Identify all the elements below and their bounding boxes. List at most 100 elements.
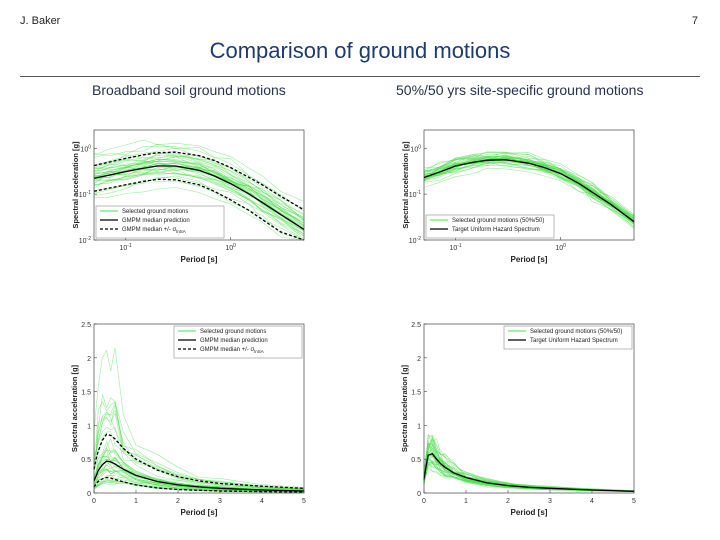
ground-motion-trace bbox=[93, 155, 305, 221]
ground-motion-trace bbox=[93, 165, 305, 230]
series-line-1 bbox=[423, 159, 635, 223]
ground-motion-trace bbox=[93, 400, 305, 489]
ground-motion-trace bbox=[93, 150, 305, 219]
y-tick-label: 10-1 bbox=[79, 190, 91, 199]
x-tick-label: 3 bbox=[218, 498, 222, 505]
x-tick-label: 5 bbox=[302, 498, 306, 505]
axes-frame bbox=[93, 323, 305, 494]
ground-motion-trace bbox=[93, 187, 305, 241]
ground-motion-trace bbox=[423, 162, 635, 225]
ground-motion-trace bbox=[423, 165, 635, 222]
ground-motion-trace bbox=[93, 460, 305, 492]
x-tick-label: 1 bbox=[464, 498, 468, 505]
legend: Selected ground motions (50%/50) Target U… bbox=[503, 325, 633, 350]
ground-motion-trace bbox=[93, 167, 305, 236]
x-tick-label: 10-1 bbox=[449, 243, 461, 252]
x-tick-label: 100 bbox=[555, 243, 566, 252]
x-tick-label: 1 bbox=[134, 498, 138, 505]
x-axis-label: Period [s] bbox=[181, 255, 218, 264]
y-tick-label: 2 bbox=[417, 356, 421, 363]
ground-motion-trace bbox=[423, 437, 635, 491]
y-tick-label: 1 bbox=[417, 423, 421, 430]
ground-motion-trace bbox=[423, 434, 635, 491]
y-axis-label: Spectral acceleration [g] bbox=[70, 364, 79, 452]
column-title-broadband: Broadband soil ground motions bbox=[92, 82, 286, 98]
legend-label: GMPM median prediction bbox=[122, 218, 190, 224]
column-title-site-specific: 50%/50 yrs site-specific ground motions bbox=[396, 82, 644, 98]
chart-site-specific-linear: 0 1 2 3 4 5 0 0.5 1 1.5 2 2.5 Period [s] Spectral acc… bbox=[400, 322, 636, 517]
series-line-2 bbox=[93, 151, 305, 211]
axes-frame bbox=[93, 129, 305, 241]
legend-label: Selected ground motions bbox=[200, 329, 266, 335]
x-axis-label: Period [s] bbox=[511, 508, 548, 517]
ground-motion-trace bbox=[423, 161, 635, 227]
ground-motion-trace bbox=[423, 155, 635, 222]
ground-motion-trace bbox=[93, 394, 305, 490]
y-axis-label: Spectral acceleration [g] bbox=[71, 141, 80, 229]
ground-motion-trace bbox=[93, 143, 305, 212]
series-line-1 bbox=[93, 165, 305, 230]
y-tick-label: 2.5 bbox=[411, 322, 421, 329]
ground-motion-trace bbox=[93, 145, 305, 209]
legend: Selected ground motions (50%/50) Target U… bbox=[425, 214, 555, 239]
ground-motion-trace bbox=[93, 475, 305, 492]
y-tick-label: 1.5 bbox=[411, 390, 421, 397]
plot-area bbox=[424, 324, 634, 493]
ground-motion-trace bbox=[93, 147, 305, 216]
y-tick-label: 0 bbox=[87, 491, 91, 498]
author-name: J. Baker bbox=[20, 15, 61, 27]
x-tick-label: 3 bbox=[548, 498, 552, 505]
y-tick-label: 0.5 bbox=[81, 457, 91, 464]
x-tick-label: 4 bbox=[590, 498, 594, 505]
axes-frame bbox=[423, 323, 635, 494]
x-tick-label: 100 bbox=[225, 243, 236, 252]
ground-motion-trace bbox=[93, 479, 305, 493]
page-number: 7 bbox=[691, 15, 698, 27]
ground-motion-trace bbox=[93, 482, 305, 493]
y-tick-label: 2 bbox=[87, 356, 91, 363]
legend-label: GMPM median prediction bbox=[200, 338, 268, 344]
legend-label: Selected ground motions bbox=[122, 209, 188, 215]
axes-frame bbox=[423, 129, 635, 241]
x-tick-label: 0 bbox=[92, 498, 96, 505]
chart-broadband-linear: 0 1 2 3 4 5 0 0.5 1 1.5 2 2.5 Period [s] Spectral acc… bbox=[70, 322, 306, 517]
y-tick-label: 1.5 bbox=[81, 390, 91, 397]
ground-motion-trace bbox=[93, 347, 305, 488]
x-tick-label: 10-1 bbox=[119, 243, 131, 252]
legend-label: GMPM median +/- σlnSA bbox=[122, 227, 186, 234]
ground-motion-trace bbox=[93, 440, 305, 491]
y-tick-label: 0.5 bbox=[411, 457, 421, 464]
y-axis-label: Spectral acceleration [g] bbox=[400, 364, 409, 452]
ground-motion-trace bbox=[423, 152, 635, 217]
legend-label: Selected ground motions (50%/50) bbox=[452, 218, 544, 224]
legend-box bbox=[425, 214, 555, 239]
ground-motion-trace bbox=[93, 139, 305, 202]
ground-motion-trace bbox=[93, 177, 305, 241]
legend-label: Selected ground motions (50%/50) bbox=[530, 329, 622, 335]
slide-title: Comparison of ground motions bbox=[209, 38, 511, 63]
ground-motion-trace bbox=[93, 169, 305, 234]
y-tick-label: 10-1 bbox=[409, 190, 421, 199]
ground-motion-trace bbox=[93, 153, 305, 218]
ground-motion-trace bbox=[423, 434, 635, 491]
x-axis-label: Period [s] bbox=[511, 255, 548, 264]
chart-site-specific-log: 10-1 100 10-2 10-1 100 Period [s] Spectral acc… bbox=[401, 129, 635, 264]
legend: Selected ground motions GMPM median predi… bbox=[173, 325, 303, 359]
legend-label: Target Uniform Hazard Spectrum bbox=[530, 338, 618, 344]
legend-box bbox=[503, 325, 633, 350]
y-tick-label: 2.5 bbox=[81, 322, 91, 329]
series-line-1 bbox=[93, 460, 305, 492]
ground-motion-trace bbox=[93, 401, 305, 490]
title-divider bbox=[20, 76, 700, 77]
y-tick-label: 1 bbox=[87, 423, 91, 430]
legend: Selected ground motions GMPM median predi… bbox=[95, 205, 225, 239]
y-tick-label: 10-2 bbox=[79, 236, 91, 245]
y-tick-label: 100 bbox=[80, 144, 91, 153]
x-tick-label: 5 bbox=[632, 498, 636, 505]
ground-motion-trace bbox=[93, 160, 305, 226]
ground-motion-trace bbox=[423, 157, 635, 223]
ground-motion-trace bbox=[93, 168, 305, 237]
x-axis-label: Period [s] bbox=[181, 508, 218, 517]
x-tick-label: 0 bbox=[422, 498, 426, 505]
y-tick-label: 0 bbox=[417, 491, 421, 498]
